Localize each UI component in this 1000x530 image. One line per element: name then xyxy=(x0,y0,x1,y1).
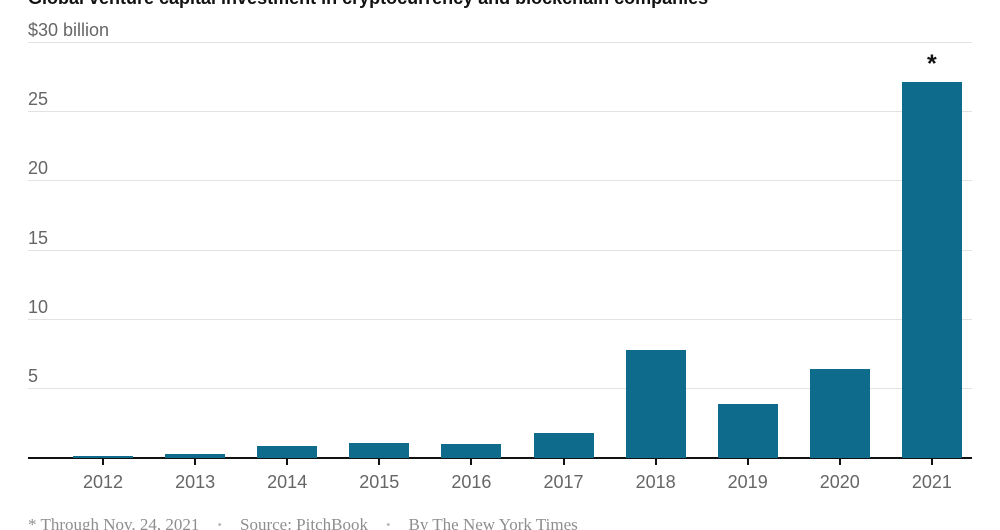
bar-2017 xyxy=(533,433,594,458)
x-axis-tick-2014 xyxy=(286,458,289,465)
x-axis-tick-2016 xyxy=(470,458,473,465)
x-tick-label-2017: 2017 xyxy=(543,472,584,492)
separator-dot: • xyxy=(217,517,222,530)
bar-2016 xyxy=(441,444,502,458)
x-tick-label-2021: 2021 xyxy=(911,472,952,492)
x-tick-label-2014: 2014 xyxy=(267,472,308,492)
x-tick-label-2016: 2016 xyxy=(451,472,492,492)
x-axis-tick-2019 xyxy=(746,458,749,465)
gridline-10 xyxy=(28,318,972,320)
x-axis-tick-2018 xyxy=(654,458,657,465)
y-tick-label-10: 10 xyxy=(28,296,49,317)
bar-2018 xyxy=(625,350,686,458)
gridline-25 xyxy=(28,111,972,113)
asterisk-annotation: * xyxy=(927,49,937,78)
y-tick-label-30: $30 billion xyxy=(28,20,110,40)
bar-2012 xyxy=(73,456,133,458)
x-axis-tick-2012 xyxy=(102,458,104,465)
x-axis-tick-2013 xyxy=(194,458,197,465)
separator-dot: • xyxy=(385,517,391,530)
y-tick-label-20: 20 xyxy=(28,158,49,179)
gridline-5 xyxy=(28,387,972,389)
chart-footer: * Through Nov. 24, 2021 • Source: PitchB… xyxy=(28,514,578,530)
source-credit: Source: PitchBook xyxy=(239,515,368,530)
x-axis-tick-2015 xyxy=(378,458,381,465)
byline: By The New York Times xyxy=(408,515,578,530)
x-tick-label-2019: 2019 xyxy=(727,472,768,492)
bar-2021 xyxy=(901,81,962,458)
x-tick-label-2018: 2018 xyxy=(635,472,676,492)
footnote: * Through Nov. 24, 2021 xyxy=(28,515,200,530)
x-tick-label-2012: 2012 xyxy=(82,472,124,492)
y-tick-label-15: 15 xyxy=(28,227,49,248)
chart-title: Global venture capital investment in cry… xyxy=(28,0,708,8)
x-axis-tick-2017 xyxy=(562,458,565,465)
bar-2019 xyxy=(717,404,778,458)
bar-2015 xyxy=(349,442,410,458)
x-tick-label-2015: 2015 xyxy=(359,472,400,492)
y-tick-label-5: 5 xyxy=(28,365,39,386)
x-tick-label-2020: 2020 xyxy=(819,472,860,492)
gridline-30 xyxy=(28,42,972,43)
gridline-15 xyxy=(28,249,972,251)
bar-2014 xyxy=(257,445,318,458)
bar-chart-plot: 5 10 15 20 25 $30 billion 2012 2013 2014 2015 2016… xyxy=(28,0,972,492)
x-tick-label-2013: 2013 xyxy=(175,472,216,492)
x-axis-tick-2020 xyxy=(838,458,841,465)
gridline-20 xyxy=(28,180,972,182)
y-tick-label-25: 25 xyxy=(28,89,49,110)
x-axis-baseline xyxy=(28,457,972,459)
x-axis-tick-2021 xyxy=(930,458,933,465)
bar-2013 xyxy=(165,453,226,458)
bar-2020 xyxy=(809,369,870,458)
